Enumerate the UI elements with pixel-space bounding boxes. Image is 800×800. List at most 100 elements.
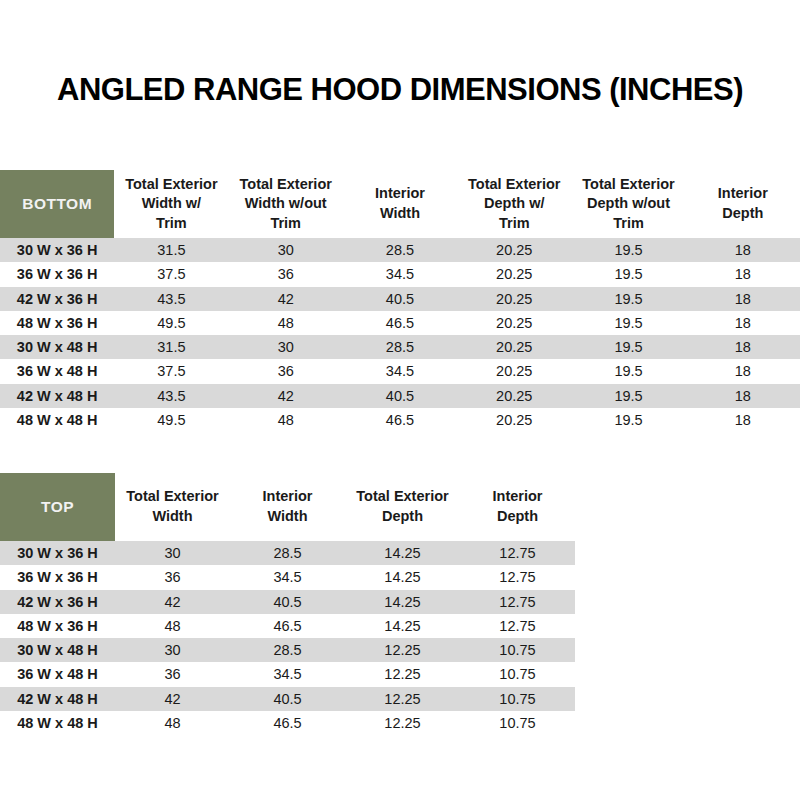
table-row: 48 W x 36 H4846.514.2512.75	[0, 614, 575, 638]
cell-value: 37.5	[114, 266, 228, 282]
cell-value: 12.25	[345, 642, 460, 658]
column-header: Total Exterior Depth	[345, 473, 460, 541]
cell-value: 30	[115, 642, 230, 658]
cell-value: 20.25	[457, 242, 571, 258]
cell-value: 20.25	[457, 291, 571, 307]
cell-value: 20.25	[457, 339, 571, 355]
cell-value: 36	[229, 266, 343, 282]
table-row: 48 W x 36 H49.54846.520.2519.518	[0, 311, 800, 335]
cell-value: 20.25	[457, 388, 571, 404]
table-row: 42 W x 36 H43.54240.520.2519.518	[0, 287, 800, 311]
table-row: 42 W x 48 H4240.512.2510.75	[0, 687, 575, 711]
row-size-label: 48 W x 36 H	[0, 315, 114, 331]
cell-value: 48	[229, 315, 343, 331]
row-size-label: 30 W x 48 H	[0, 642, 115, 658]
column-header: Total Exterior Depth w/out Trim	[571, 170, 685, 238]
cell-value: 46.5	[343, 412, 457, 428]
cell-value: 42	[229, 388, 343, 404]
table-row: 36 W x 36 H37.53634.520.2519.518	[0, 262, 800, 286]
cell-value: 10.75	[460, 642, 575, 658]
cell-value: 14.25	[345, 569, 460, 585]
table-corner-label: BOTTOM	[0, 170, 114, 238]
cell-value: 10.75	[460, 666, 575, 682]
cell-value: 46.5	[230, 618, 345, 634]
row-size-label: 36 W x 48 H	[0, 363, 114, 379]
bottom-dimensions-table: BOTTOMTotal Exterior Width w/ TrimTotal …	[0, 170, 800, 432]
cell-value: 18	[686, 388, 800, 404]
cell-value: 20.25	[457, 315, 571, 331]
top-dimensions-table: TOPTotal Exterior WidthInterior WidthTot…	[0, 473, 575, 735]
cell-value: 12.25	[345, 715, 460, 731]
cell-value: 31.5	[114, 339, 228, 355]
row-size-label: 30 W x 48 H	[0, 339, 114, 355]
table-row: 30 W x 36 H31.53028.520.2519.518	[0, 238, 800, 262]
row-size-label: 48 W x 36 H	[0, 618, 115, 634]
cell-value: 48	[115, 618, 230, 634]
cell-value: 18	[686, 363, 800, 379]
row-size-label: 48 W x 48 H	[0, 412, 114, 428]
row-size-label: 42 W x 48 H	[0, 691, 115, 707]
table-row: 30 W x 48 H3028.512.2510.75	[0, 638, 575, 662]
cell-value: 14.25	[345, 594, 460, 610]
row-size-label: 36 W x 48 H	[0, 666, 115, 682]
table-row: 42 W x 48 H43.54240.520.2519.518	[0, 384, 800, 408]
cell-value: 40.5	[230, 691, 345, 707]
cell-value: 12.75	[460, 569, 575, 585]
cell-value: 28.5	[230, 642, 345, 658]
cell-value: 18	[686, 315, 800, 331]
cell-value: 20.25	[457, 266, 571, 282]
table-header-row: BOTTOMTotal Exterior Width w/ TrimTotal …	[0, 170, 800, 238]
cell-value: 36	[115, 569, 230, 585]
cell-value: 19.5	[571, 363, 685, 379]
cell-value: 10.75	[460, 691, 575, 707]
cell-value: 30	[229, 242, 343, 258]
cell-value: 14.25	[345, 618, 460, 634]
cell-value: 48	[115, 715, 230, 731]
cell-value: 12.25	[345, 691, 460, 707]
cell-value: 18	[686, 291, 800, 307]
table-row: 48 W x 48 H4846.512.2510.75	[0, 711, 575, 735]
column-header: Total Exterior Width	[115, 473, 230, 541]
column-header: Interior Width	[230, 473, 345, 541]
row-size-label: 36 W x 36 H	[0, 569, 115, 585]
cell-value: 28.5	[230, 545, 345, 561]
cell-value: 12.75	[460, 618, 575, 634]
cell-value: 40.5	[343, 291, 457, 307]
cell-value: 37.5	[114, 363, 228, 379]
table-row: 36 W x 48 H3634.512.2510.75	[0, 662, 575, 686]
row-size-label: 42 W x 36 H	[0, 594, 115, 610]
table-row: 36 W x 36 H3634.514.2512.75	[0, 565, 575, 589]
cell-value: 28.5	[343, 242, 457, 258]
cell-value: 28.5	[343, 339, 457, 355]
cell-value: 36	[229, 363, 343, 379]
cell-value: 31.5	[114, 242, 228, 258]
cell-value: 19.5	[571, 388, 685, 404]
cell-value: 18	[686, 266, 800, 282]
cell-value: 14.25	[345, 545, 460, 561]
cell-value: 42	[115, 594, 230, 610]
cell-value: 40.5	[343, 388, 457, 404]
cell-value: 18	[686, 339, 800, 355]
cell-value: 12.75	[460, 594, 575, 610]
cell-value: 19.5	[571, 242, 685, 258]
cell-value: 12.25	[345, 666, 460, 682]
cell-value: 19.5	[571, 291, 685, 307]
cell-value: 19.5	[571, 339, 685, 355]
cell-value: 34.5	[230, 666, 345, 682]
table-row: 30 W x 36 H3028.514.2512.75	[0, 541, 575, 565]
table-corner-label: TOP	[0, 473, 115, 541]
row-size-label: 42 W x 36 H	[0, 291, 114, 307]
row-size-label: 30 W x 36 H	[0, 242, 114, 258]
cell-value: 20.25	[457, 412, 571, 428]
cell-value: 42	[115, 691, 230, 707]
cell-value: 30	[115, 545, 230, 561]
cell-value: 46.5	[343, 315, 457, 331]
cell-value: 10.75	[460, 715, 575, 731]
cell-value: 34.5	[230, 569, 345, 585]
row-size-label: 36 W x 36 H	[0, 266, 114, 282]
cell-value: 36	[115, 666, 230, 682]
cell-value: 34.5	[343, 266, 457, 282]
cell-value: 20.25	[457, 363, 571, 379]
cell-value: 43.5	[114, 291, 228, 307]
row-size-label: 48 W x 48 H	[0, 715, 115, 731]
